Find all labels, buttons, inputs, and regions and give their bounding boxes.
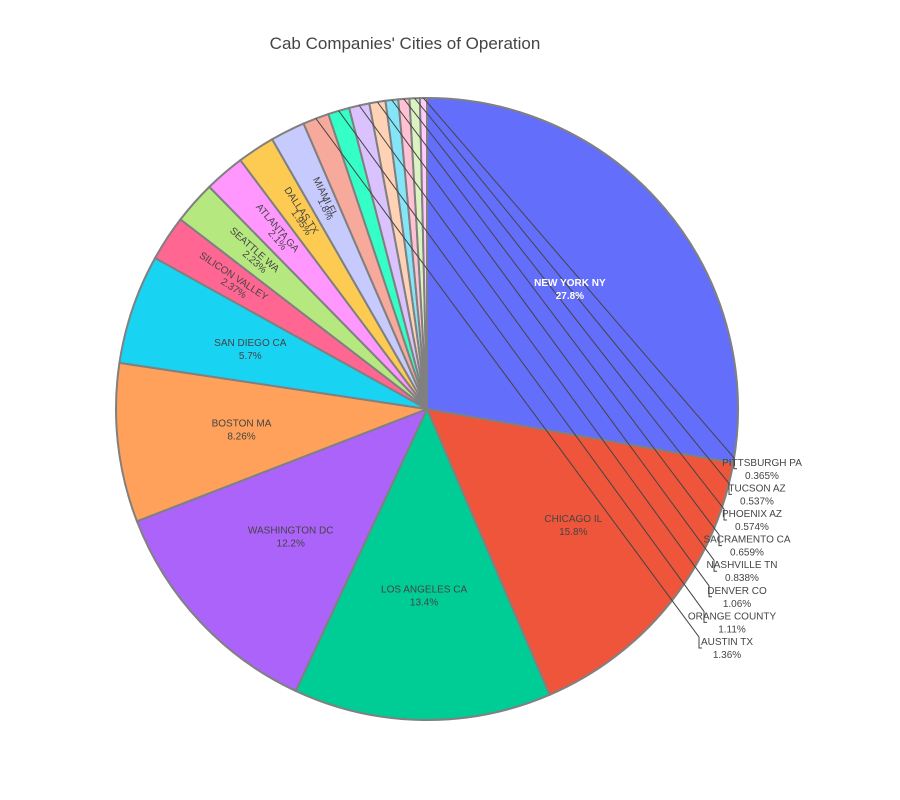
- leader-phoenix-az: [403, 98, 727, 521]
- label-new-york-ny: NEW YORK NY: [534, 278, 606, 289]
- pct-sacramento-ca: 0.659%: [730, 548, 764, 559]
- label-orange-county: ORANGE COUNTY: [688, 611, 777, 622]
- slice-chicago-il[interactable]: [425, 407, 735, 697]
- pct-orange-county: 1.11%: [718, 624, 746, 635]
- label-tucson-az: TUCSON AZ: [728, 483, 785, 494]
- label-phoenix-az: PHOENIX AZ: [722, 509, 782, 520]
- label-los-angeles-ca: LOS ANGELES CA: [381, 585, 467, 596]
- slice-boston-ma[interactable]: [115, 361, 431, 523]
- leader-nashville-tn: [376, 101, 717, 572]
- pct-phoenix-az: 0.574%: [735, 522, 769, 533]
- pct-new-york-ny: 27.8%: [556, 291, 584, 302]
- pct-nashville-tn: 0.838%: [725, 573, 759, 584]
- pct-denver-co: 1.06%: [723, 599, 751, 610]
- label-sacramento-ca: SACRAMENTO CA: [703, 535, 790, 546]
- leader-orange-county: [338, 110, 707, 623]
- label-boston-ma: BOSTON MA: [212, 419, 272, 430]
- chart-title: Cab Companies' Cities of Operation: [269, 34, 541, 53]
- label-austin-tx: AUSTIN TX: [701, 637, 753, 648]
- label-chicago-il: CHICAGO IL: [544, 514, 602, 525]
- leader-austin-tx: [315, 118, 702, 649]
- leader-lines: [315, 97, 737, 649]
- label-nashville-tn: NASHVILLE TN: [707, 560, 778, 571]
- leader-tucson-az: [414, 97, 732, 495]
- pct-pittsburgh-pa: 0.365%: [745, 471, 779, 482]
- leader-pittsburgh-pa: [423, 97, 737, 470]
- label-pittsburgh-pa: PITTSBURGH PA: [722, 458, 802, 469]
- pie-slices: [115, 96, 739, 721]
- pct-tucson-az: 0.537%: [740, 496, 774, 507]
- label-san-diego-ca: SAN DIEGO CA: [214, 338, 287, 349]
- slice-washington-dc[interactable]: [135, 407, 429, 693]
- leader-denver-co: [358, 105, 712, 598]
- slice-los-angeles-ca[interactable]: [294, 406, 551, 721]
- label-denver-co: DENVER CO: [707, 586, 767, 597]
- leader-sacramento-ca: [391, 99, 722, 547]
- pct-austin-tx: 1.36%: [713, 650, 741, 661]
- pct-chicago-il: 15.8%: [559, 527, 587, 538]
- pct-san-diego-ca: 5.7%: [239, 351, 262, 362]
- pct-boston-ma: 8.26%: [227, 432, 255, 443]
- label-washington-dc: WASHINGTON DC: [248, 526, 334, 537]
- pct-washington-dc: 12.2%: [277, 539, 305, 550]
- pct-los-angeles-ca: 13.4%: [410, 598, 438, 609]
